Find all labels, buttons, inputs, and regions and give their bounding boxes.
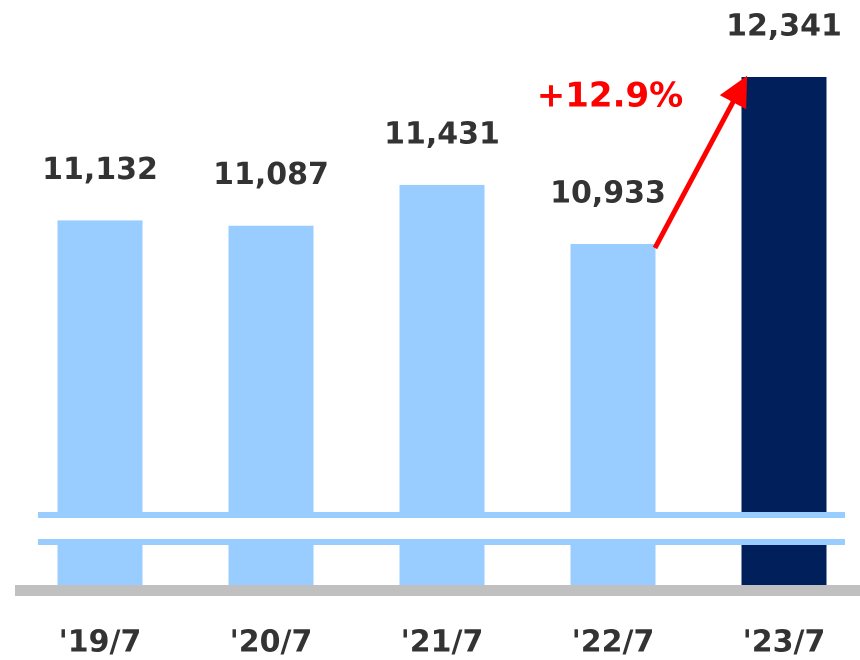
value-label: 11,132 — [42, 152, 158, 187]
baseline — [15, 585, 860, 596]
x-tick-label: '21/7 — [401, 625, 484, 660]
x-tick-label: '22/7 — [572, 625, 655, 660]
value-label: 10,933 — [550, 176, 666, 211]
value-label: 11,431 — [384, 116, 500, 151]
x-tick-label: '20/7 — [230, 625, 313, 660]
bar — [741, 77, 827, 585]
value-label: 12,341 — [726, 9, 842, 44]
bars — [57, 77, 827, 586]
x-tick-label: '23/7 — [743, 625, 826, 660]
x-tick-label: '19/7 — [59, 625, 142, 660]
growth-arrow — [652, 75, 748, 250]
annotation: +12.9% — [537, 76, 683, 116]
value-label: 11,087 — [213, 157, 329, 192]
axis-break-gap — [0, 518, 860, 539]
